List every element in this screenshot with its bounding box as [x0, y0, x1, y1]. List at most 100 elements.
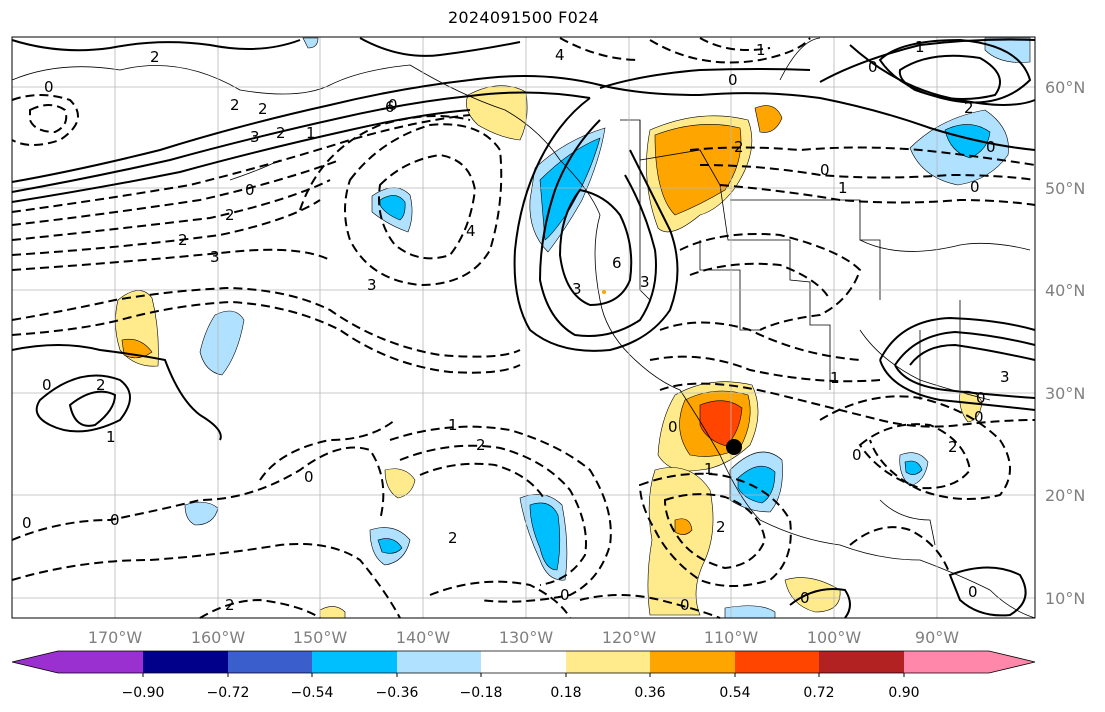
- colorbar-tick-label: −0.72: [207, 685, 250, 701]
- contour-label: 3: [572, 280, 582, 298]
- contour-label: 2: [964, 99, 974, 117]
- colorbar-outline: [11, 650, 1036, 674]
- lat-label: 40°N: [1045, 281, 1085, 300]
- contour-label: 0: [970, 178, 980, 196]
- contour-label: 0: [968, 583, 978, 601]
- contour-label: 2: [178, 231, 188, 249]
- lon-label: 170°W: [88, 628, 143, 647]
- colorbar-segment: [735, 651, 819, 673]
- lon-label: 100°W: [807, 628, 862, 647]
- contour-label: 0: [304, 468, 314, 486]
- contour-label: 2: [716, 518, 726, 536]
- colorbar-segment: [650, 651, 735, 673]
- colorbar-segment: [228, 651, 312, 673]
- negative-contours: [11, 37, 1036, 619]
- contour-label: 0: [728, 71, 738, 89]
- contour-label: 0: [868, 58, 878, 76]
- positive-contours: [11, 37, 1036, 619]
- lat-label: 50°N: [1045, 179, 1085, 198]
- lat-label: 10°N: [1045, 589, 1085, 608]
- contour-label: 3: [1000, 368, 1010, 386]
- colorbar-ticks: −0.90 −0.72 −0.54 −0.36 −0.18 0.18 0.36 …: [122, 685, 920, 701]
- colorbar-tick-label: −0.90: [122, 685, 165, 701]
- lon-label: 140°W: [396, 628, 451, 647]
- contour-label: 0: [560, 586, 570, 604]
- contour-label: 1: [448, 416, 458, 434]
- colorbar-tick-label: 0.72: [803, 685, 834, 701]
- lon-label: 160°W: [191, 628, 246, 647]
- contour-label: 1: [838, 179, 848, 197]
- colorbar-tick-label: −0.54: [291, 685, 334, 701]
- contour-label: 0: [668, 418, 678, 436]
- colorbar-segment: [481, 651, 566, 673]
- contour-label: 0: [986, 138, 996, 156]
- contour-label: 0: [680, 596, 690, 614]
- contour-label: 1: [830, 369, 840, 387]
- contour-label: 0: [388, 96, 398, 114]
- contour-label: 3: [367, 276, 377, 294]
- contour-labels: 0 2 3 2 1 6 4 3 2 0 0 2 2 2 1 0 2 3 4 3 …: [22, 38, 1010, 614]
- contour-label: 3: [250, 128, 260, 146]
- map-panel: 0 2 3 2 1 6 4 3 2 0 0 2 2 2 1 0 2 3 4 3 …: [11, 36, 1036, 619]
- colorbar-segment: [819, 651, 904, 673]
- lon-label: 110°W: [704, 628, 759, 647]
- contour-label: 6: [612, 254, 622, 272]
- contour-label: 0: [42, 376, 52, 394]
- contour-label: 1: [915, 38, 925, 56]
- contour-label: 1: [306, 124, 316, 142]
- contour-label: 2: [448, 529, 458, 547]
- latitude-labels: 60°N 50°N 40°N 30°N 20°N 10°N: [1045, 78, 1085, 608]
- colorbar-extend-min: [12, 651, 58, 673]
- lat-label: 20°N: [1045, 486, 1085, 505]
- storm-center-marker: [726, 439, 742, 455]
- contour-label: 4: [555, 46, 565, 64]
- contour-label: 2: [476, 436, 486, 454]
- colorbar-tick-label: 0.54: [719, 685, 750, 701]
- contour-label: 6: [385, 98, 395, 116]
- contour-label: 2: [734, 138, 744, 156]
- colorbar-segment: [58, 651, 143, 673]
- small-orange-dot: [602, 290, 606, 294]
- contour-label: 2: [230, 96, 240, 114]
- contour-label: 0: [800, 589, 810, 607]
- colorbar-segment: [566, 651, 650, 673]
- colorbar-extend-max: [989, 651, 1035, 673]
- contour-label: 0: [245, 181, 255, 199]
- contour-label: 1: [704, 460, 714, 478]
- contour-label: 2: [948, 438, 958, 456]
- contour-label: 0: [110, 511, 120, 529]
- colorbar-tick-label: 0.18: [550, 685, 581, 701]
- lon-label: 130°W: [499, 628, 554, 647]
- contour-label: 0: [976, 389, 986, 407]
- contour-label: 2: [150, 48, 160, 66]
- contour-label: 2: [258, 100, 268, 118]
- contour-label: 3: [640, 273, 650, 291]
- contour-label: 0: [820, 161, 830, 179]
- colorbar-segment: [397, 651, 481, 673]
- lat-label: 30°N: [1045, 384, 1085, 403]
- lon-label: 120°W: [602, 628, 657, 647]
- contour-label: 2: [225, 206, 235, 224]
- colorbar-tick-label: −0.36: [376, 685, 419, 701]
- contour-label: 2: [276, 124, 286, 142]
- colorbar-segment: [904, 651, 989, 673]
- lon-label: 150°W: [293, 628, 348, 647]
- contour-label: 0: [44, 78, 54, 96]
- map-title: 2024091500 F024: [447, 8, 600, 27]
- colorbar-tick-label: −0.18: [460, 685, 503, 701]
- longitude-labels: 170°W 160°W 150°W 140°W 130°W 120°W 110°…: [88, 628, 959, 647]
- colorbar-tick-label: 0.90: [888, 685, 919, 701]
- contour-label: 2: [225, 596, 235, 614]
- contour-label: 1: [106, 428, 116, 446]
- contour-label: 1: [756, 41, 766, 59]
- lon-label: 90°W: [915, 628, 959, 647]
- colorbar: [11, 650, 1036, 677]
- contour-label: 0: [852, 446, 862, 464]
- colorbar-tick-label: 0.36: [634, 685, 665, 701]
- contour-label: 3: [210, 248, 220, 266]
- contour-label: 2: [96, 376, 106, 394]
- contour-label: 0: [974, 408, 984, 426]
- contour-label: 4: [466, 222, 476, 240]
- colorbar-segment: [143, 651, 228, 673]
